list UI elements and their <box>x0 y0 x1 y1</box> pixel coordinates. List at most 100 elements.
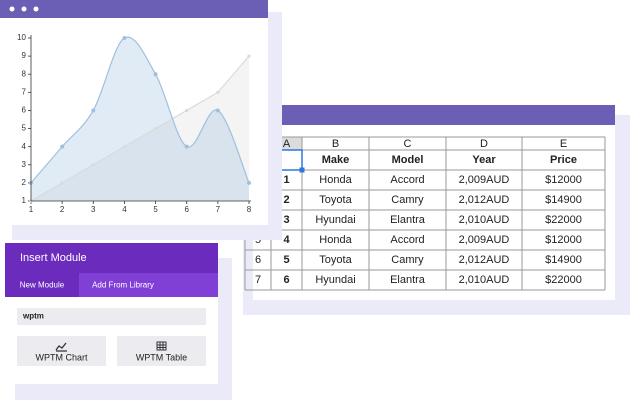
window-dot <box>21 6 27 12</box>
x-tick-label: 7 <box>216 205 221 214</box>
area <box>31 56 249 201</box>
y-tick-label: 6 <box>22 106 27 115</box>
column-letter: E <box>560 138 567 150</box>
point <box>184 144 189 149</box>
point <box>185 108 189 113</box>
y-tick-label: 9 <box>22 51 27 60</box>
column-header: Year <box>472 154 496 166</box>
cell: Toyota <box>319 194 352 206</box>
cell: Accord <box>390 174 424 186</box>
cell: $14900 <box>545 194 582 206</box>
tab[interactable]: Add From Library <box>92 281 154 290</box>
cell: Camry <box>391 254 424 266</box>
column-letter: B <box>332 138 339 150</box>
column-header: Make <box>322 154 350 166</box>
y-tick-label: 8 <box>22 69 27 78</box>
cell: Toyota <box>319 254 352 266</box>
point <box>247 180 251 185</box>
button-label[interactable]: WPTM Table <box>136 352 187 362</box>
cell: $22000 <box>545 274 582 286</box>
row-id: 3 <box>283 214 289 226</box>
row-number: 7 <box>255 274 261 286</box>
point <box>122 145 127 149</box>
x-tick-label: 6 <box>184 205 189 214</box>
area <box>31 37 249 201</box>
panel-header <box>5 243 218 273</box>
cell: Hyundai <box>315 214 355 226</box>
cell: $12000 <box>545 234 582 246</box>
y-tick-label: 7 <box>22 87 27 96</box>
row-id: 2 <box>283 194 289 206</box>
cell: $14900 <box>545 254 582 266</box>
cell: 2,012AUD <box>459 194 510 206</box>
title-bar <box>0 0 268 18</box>
row-id: 1 <box>283 174 289 186</box>
x-tick-label: 1 <box>29 205 34 214</box>
spreadsheet-window: A B C D E Make Model Year Price 1 Honda Accord 2,009… <box>243 105 630 315</box>
x-tick-label: 4 <box>122 205 127 214</box>
chart-icon <box>55 342 67 352</box>
panel-title: Insert Module <box>20 252 87 264</box>
chart-button[interactable]: WPTM Chart <box>17 336 106 366</box>
point <box>153 72 158 77</box>
point <box>215 108 220 113</box>
y-tick-label: 2 <box>22 178 27 187</box>
y-tick-label: 10 <box>17 33 26 42</box>
window <box>0 0 268 225</box>
x-tick-label: 2 <box>60 205 65 214</box>
point <box>91 108 96 113</box>
selection-handle <box>299 167 305 173</box>
cell: Elantra <box>390 274 426 286</box>
y-tick-label: 4 <box>22 142 27 151</box>
cell: 2,009AUD <box>459 174 510 186</box>
search-text[interactable]: wptm <box>22 312 44 321</box>
window-dot <box>33 6 39 12</box>
table-button[interactable]: WPTM Table <box>117 336 206 366</box>
y-tick-label: 3 <box>22 160 27 169</box>
line <box>30 55 250 202</box>
column-letter: C <box>404 138 412 150</box>
point <box>122 36 127 40</box>
row-id: 5 <box>283 254 289 266</box>
insert-module-panel: Insert Module New Module Add From Librar… <box>5 243 232 400</box>
point <box>91 163 95 167</box>
cell: Honda <box>319 174 352 186</box>
cell: 2,010AUD <box>459 214 510 226</box>
column-header: Model <box>392 154 424 166</box>
button[interactable] <box>117 336 206 366</box>
point <box>60 144 65 149</box>
row-number: 6 <box>255 254 261 266</box>
point <box>247 54 251 58</box>
cell: $12000 <box>545 174 582 186</box>
cell: 2,012AUD <box>459 254 510 266</box>
point <box>60 181 64 185</box>
x-tick-label: 8 <box>247 205 252 214</box>
cell: Honda <box>319 234 352 246</box>
cell: Camry <box>391 194 424 206</box>
table-icon <box>156 341 167 351</box>
cell: 2,010AUD <box>459 274 510 286</box>
row-id: 6 <box>283 274 289 286</box>
column-letter: A <box>283 138 291 150</box>
point <box>153 126 158 131</box>
x-tick-label: 3 <box>91 205 96 214</box>
cell: 2,009AUD <box>459 234 510 246</box>
y-tick-label: 1 <box>22 196 27 205</box>
search-input[interactable] <box>17 308 206 325</box>
tab[interactable]: New Module <box>20 281 65 290</box>
y-tick-label: 5 <box>22 124 27 133</box>
cell: $22000 <box>545 214 582 226</box>
button-label[interactable]: WPTM Chart <box>35 352 88 362</box>
cell: Hyundai <box>315 274 355 286</box>
row-id: 4 <box>283 234 290 246</box>
tab-active[interactable] <box>5 273 79 297</box>
column-letter: D <box>480 138 488 150</box>
x-tick-label: 5 <box>153 205 158 214</box>
window-dot <box>9 6 15 12</box>
title-bar <box>253 105 615 125</box>
cell: Elantra <box>390 214 426 226</box>
point <box>216 90 220 94</box>
cell: Accord <box>390 234 424 246</box>
chart-window: 1 2 3 4 5 6 7 8 9 10 1 2 3 4 5 6 7 8 <box>0 0 282 240</box>
